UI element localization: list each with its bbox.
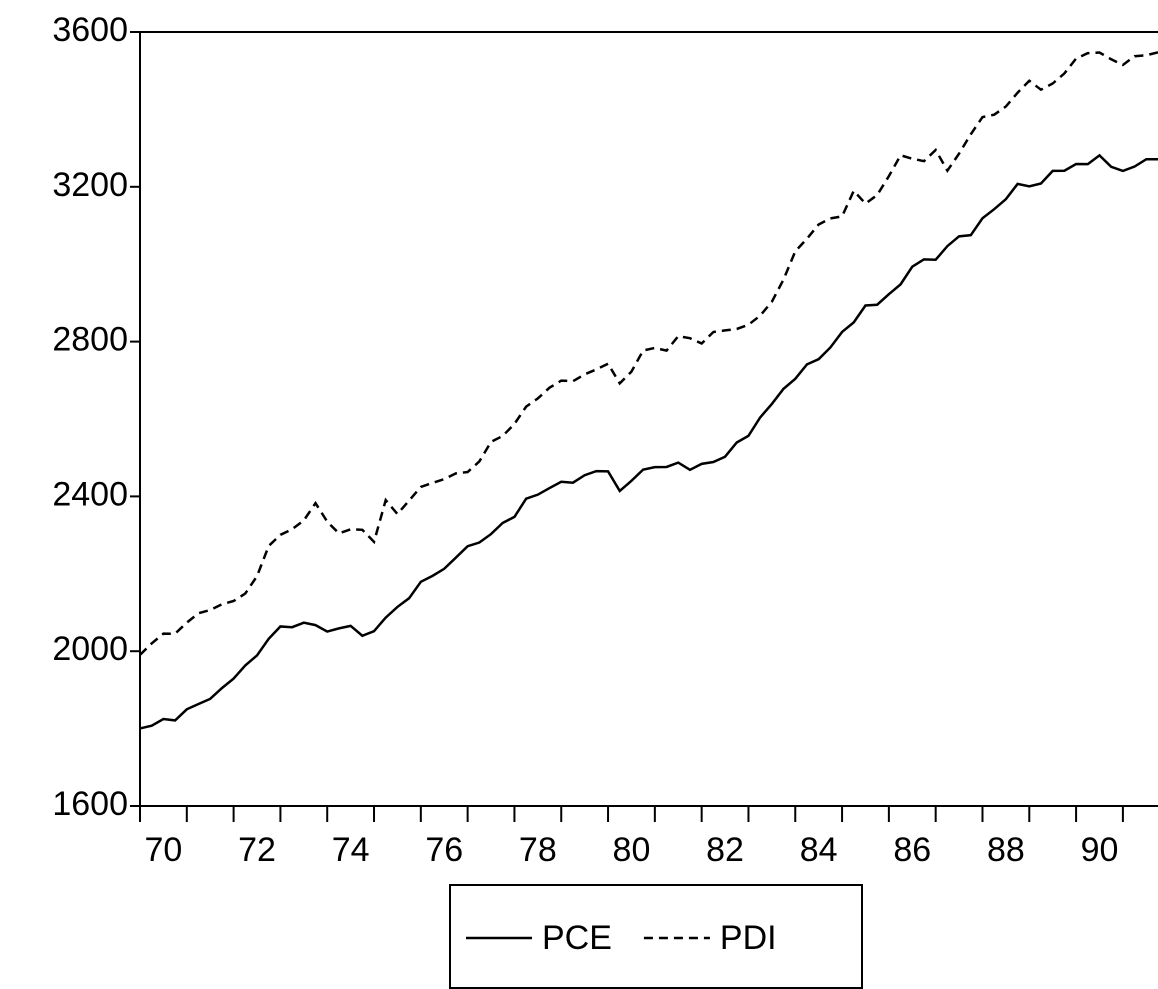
legend-box [449, 884, 863, 989]
x-tick-label: 84 [800, 831, 838, 869]
legend-label: PCE [542, 919, 612, 957]
x-tick-label: 80 [613, 831, 651, 869]
x-tick-label: 88 [987, 831, 1025, 869]
x-tick-label: 82 [706, 831, 744, 869]
legend-label: PDI [720, 919, 777, 957]
y-tick-label: 2000 [52, 630, 128, 668]
x-tick-label: 90 [1081, 831, 1119, 869]
x-tick-label: 70 [144, 831, 182, 869]
x-tick-label: 72 [238, 831, 276, 869]
y-tick-label: 3600 [52, 11, 128, 49]
series-line [139, 153, 1158, 730]
x-tick-label: 78 [519, 831, 557, 869]
x-tick-label: 86 [893, 831, 931, 869]
legend: PCE PDI [449, 884, 863, 989]
y-tick-label: 1600 [52, 785, 128, 823]
x-tick-label: 74 [332, 831, 370, 869]
y-tick-label: 3200 [52, 166, 128, 204]
series-line [139, 51, 1158, 656]
y-tick-label: 2800 [52, 321, 128, 359]
y-tick-label: 2400 [52, 475, 128, 513]
x-tick-label: 76 [425, 831, 463, 869]
